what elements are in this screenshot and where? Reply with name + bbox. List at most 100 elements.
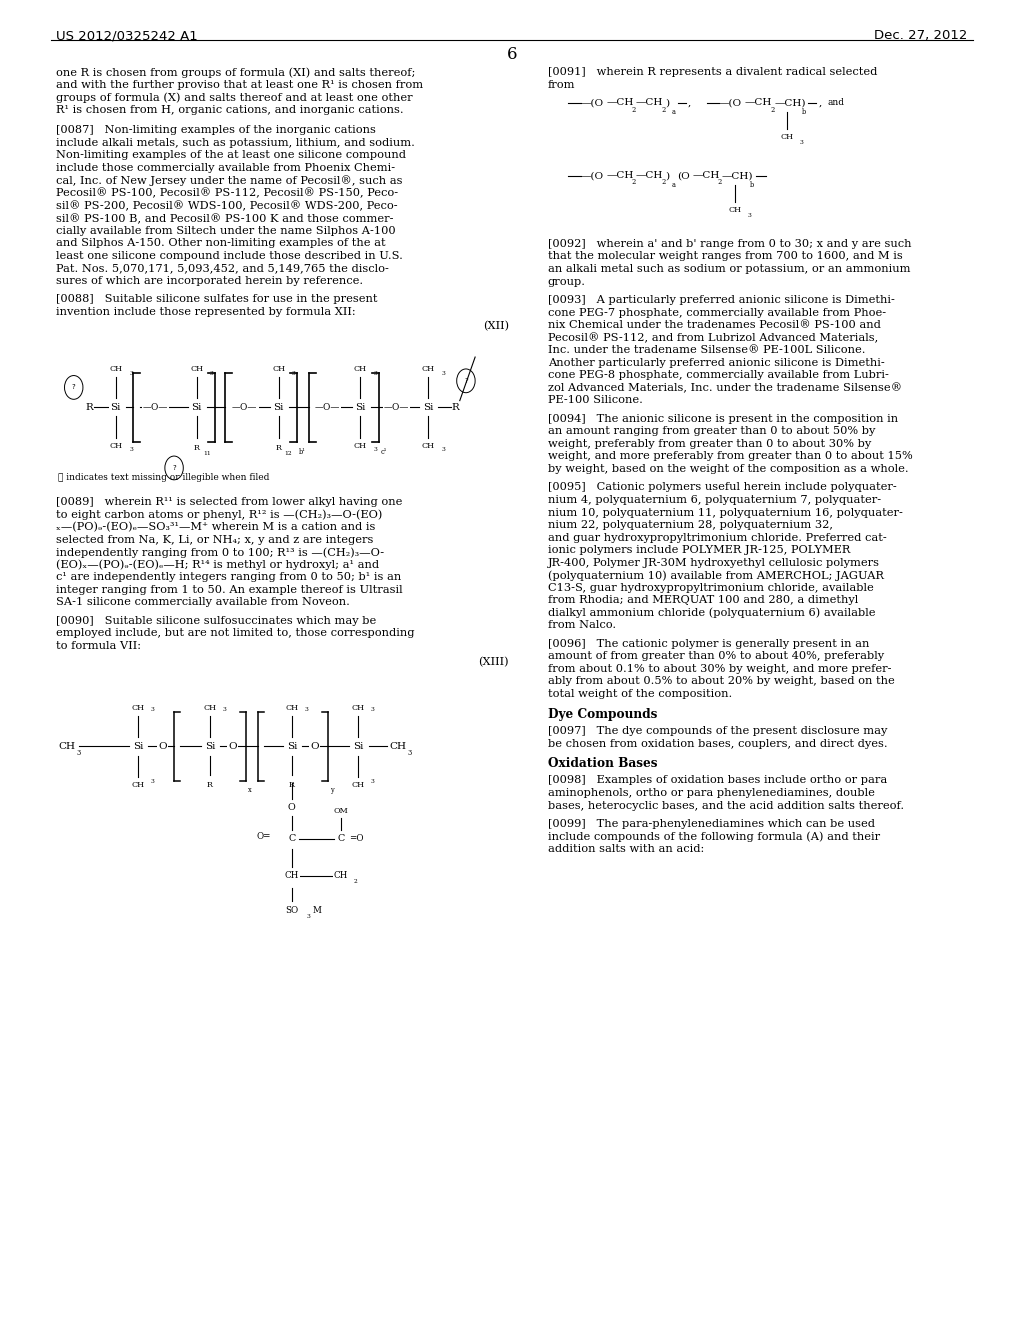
Text: —O—: —O— xyxy=(232,403,257,412)
Text: ionic polymers include POLYMER JR-125, POLYMER: ionic polymers include POLYMER JR-125, P… xyxy=(548,545,850,556)
Text: CH: CH xyxy=(422,441,434,450)
Text: 3: 3 xyxy=(210,371,214,375)
Text: Oxidation Bases: Oxidation Bases xyxy=(548,756,657,770)
Text: 3: 3 xyxy=(374,371,378,375)
Text: 3: 3 xyxy=(304,708,308,711)
Text: cone PEG-8 phosphate, commercially available from Lubri-: cone PEG-8 phosphate, commercially avail… xyxy=(548,370,889,380)
Text: 2: 2 xyxy=(353,879,357,883)
Text: Si: Si xyxy=(205,742,215,751)
Text: [0087]   Non-limiting examples of the inorganic cations: [0087] Non-limiting examples of the inor… xyxy=(56,125,376,136)
Text: [0090]   Suitable silicone sulfosuccinates which may be: [0090] Suitable silicone sulfosuccinates… xyxy=(56,615,377,626)
Text: nium 4, polyquaternium 6, polyquaternium 7, polyquater-: nium 4, polyquaternium 6, polyquaternium… xyxy=(548,495,881,506)
Text: —(O: —(O xyxy=(719,99,742,107)
Text: 12: 12 xyxy=(285,450,292,455)
Text: C: C xyxy=(337,834,345,843)
Text: [0089]   wherein R¹¹ is selected from lower alkyl having one: [0089] wherein R¹¹ is selected from lowe… xyxy=(56,496,402,507)
Text: to eight carbon atoms or phenyl, R¹² is —(CH₂)₃—O-(EO): to eight carbon atoms or phenyl, R¹² is … xyxy=(56,510,383,520)
Text: groups of formula (X) and salts thereof and at least one other: groups of formula (X) and salts thereof … xyxy=(56,92,413,103)
Text: Pat. Nos. 5,070,171, 5,093,452, and 5,149,765 the disclo-: Pat. Nos. 5,070,171, 5,093,452, and 5,14… xyxy=(56,263,389,273)
Text: CH: CH xyxy=(272,364,285,372)
Text: C: C xyxy=(288,834,296,843)
Text: b: b xyxy=(802,108,806,116)
Text: =O: =O xyxy=(349,834,364,843)
Text: CH: CH xyxy=(352,780,365,789)
Text: [0094]   The anionic silicone is present in the composition in: [0094] The anionic silicone is present i… xyxy=(548,413,898,424)
Text: —O—: —O— xyxy=(384,403,409,412)
Text: CH: CH xyxy=(110,364,122,372)
Text: [0097]   The dye compounds of the present disclosure may: [0097] The dye compounds of the present … xyxy=(548,726,887,737)
Text: 2: 2 xyxy=(718,178,722,186)
Text: (polyquaternium 10) available from AMERCHOL; JAGUAR: (polyquaternium 10) available from AMERC… xyxy=(548,570,884,581)
Text: [0095]   Cationic polymers useful herein include polyquater-: [0095] Cationic polymers useful herein i… xyxy=(548,482,897,492)
Text: Si: Si xyxy=(355,403,366,412)
Text: —(O: —(O xyxy=(581,172,604,180)
Text: 2: 2 xyxy=(770,106,774,114)
Text: and: and xyxy=(827,99,845,107)
Text: [0099]   The para-phenylenediamines which can be used: [0099] The para-phenylenediamines which … xyxy=(548,818,874,829)
Text: Inc. under the tradename Silsense® PE-100L Silicone.: Inc. under the tradename Silsense® PE-10… xyxy=(548,345,865,355)
Text: [0098]   Examples of oxidation bases include ortho or para: [0098] Examples of oxidation bases inclu… xyxy=(548,775,887,785)
Text: 2: 2 xyxy=(662,178,666,186)
Text: ): ) xyxy=(666,172,670,180)
Text: group.: group. xyxy=(548,277,586,286)
Text: x: x xyxy=(248,785,252,795)
Text: include those commercially available from Phoenix Chemi-: include those commercially available fro… xyxy=(56,162,395,173)
Text: O: O xyxy=(310,742,318,751)
Text: ?: ? xyxy=(72,384,76,391)
Text: dialkyl ammonium chloride (polyquaternium 6) available: dialkyl ammonium chloride (polyquaterniu… xyxy=(548,607,876,619)
Text: Si: Si xyxy=(111,403,121,412)
Text: 3: 3 xyxy=(408,748,412,758)
Text: selected from Na, K, Li, or NH₄; x, y and z are integers: selected from Na, K, Li, or NH₄; x, y an… xyxy=(56,535,374,545)
Text: b: b xyxy=(750,181,754,189)
Text: CH: CH xyxy=(389,742,407,751)
Text: an amount ranging from greater than 0 to about 50% by: an amount ranging from greater than 0 to… xyxy=(548,426,876,437)
Text: O: O xyxy=(159,742,167,751)
Text: an alkali metal such as sodium or potassium, or an ammonium: an alkali metal such as sodium or potass… xyxy=(548,264,910,275)
Text: JR-400, Polymer JR-30M hydroxyethyl cellulosic polymers: JR-400, Polymer JR-30M hydroxyethyl cell… xyxy=(548,557,880,568)
Text: total weight of the composition.: total weight of the composition. xyxy=(548,689,732,700)
Text: 3: 3 xyxy=(77,748,81,758)
Text: 11: 11 xyxy=(203,450,211,455)
Text: 3: 3 xyxy=(371,708,375,711)
Text: R: R xyxy=(275,444,282,453)
Text: Dye Compounds: Dye Compounds xyxy=(548,708,657,721)
Text: R: R xyxy=(289,780,295,789)
Text: 3: 3 xyxy=(441,446,445,451)
Text: [0088]   Suitable silicone sulfates for use in the present: [0088] Suitable silicone sulfates for us… xyxy=(56,294,378,305)
Text: employed include, but are not limited to, those corresponding: employed include, but are not limited to… xyxy=(56,628,415,639)
Text: and guar hydroxypropyltrimonium chloride. Preferred cat-: and guar hydroxypropyltrimonium chloride… xyxy=(548,532,887,543)
Text: CH: CH xyxy=(354,441,367,450)
Text: —CH): —CH) xyxy=(774,99,806,107)
Text: 6: 6 xyxy=(507,46,517,63)
Text: addition salts with an acid:: addition salts with an acid: xyxy=(548,843,705,854)
Text: SO: SO xyxy=(286,906,298,915)
Text: CH: CH xyxy=(352,704,365,711)
Text: O=: O= xyxy=(257,832,271,841)
Text: OM: OM xyxy=(334,807,348,814)
Text: from: from xyxy=(548,79,575,90)
Text: from about 0.1% to about 30% by weight, and more prefer-: from about 0.1% to about 30% by weight, … xyxy=(548,664,891,675)
Text: cal, Inc. of New Jersey under the name of Pecosil®, such as: cal, Inc. of New Jersey under the name o… xyxy=(56,176,402,186)
Text: —CH): —CH) xyxy=(722,172,754,180)
Text: Si: Si xyxy=(191,403,202,412)
Text: CH: CH xyxy=(132,704,144,711)
Text: 3: 3 xyxy=(800,140,804,145)
Text: Dec. 27, 2012: Dec. 27, 2012 xyxy=(874,29,968,42)
Text: integer ranging from 1 to 50. An example thereof is Ultrasil: integer ranging from 1 to 50. An example… xyxy=(56,585,403,595)
Text: (O: (O xyxy=(677,172,689,180)
Text: to formula VII:: to formula VII: xyxy=(56,640,141,651)
Text: a: a xyxy=(672,108,676,116)
Text: 3: 3 xyxy=(748,213,752,218)
Text: R: R xyxy=(452,403,460,412)
Text: —CH: —CH xyxy=(636,99,664,107)
Text: cone PEG-7 phosphate, commercially available from Phoe-: cone PEG-7 phosphate, commercially avail… xyxy=(548,308,886,318)
Text: ₓ—(PO)ₔ-(EO)ₑ—SO₃³¹—M⁺ wherein M is a cation and is: ₓ—(PO)ₔ-(EO)ₑ—SO₃³¹—M⁺ wherein M is a ca… xyxy=(56,521,376,532)
Text: Si: Si xyxy=(287,742,297,751)
Text: include alkali metals, such as potassium, lithium, and sodium.: include alkali metals, such as potassium… xyxy=(56,137,415,148)
Text: and Silphos A-150. Other non-limiting examples of the at: and Silphos A-150. Other non-limiting ex… xyxy=(56,238,386,248)
Text: R: R xyxy=(194,444,200,453)
Text: 3: 3 xyxy=(306,915,310,919)
Text: by weight, based on the weight of the composition as a whole.: by weight, based on the weight of the co… xyxy=(548,463,908,474)
Text: aminophenols, ortho or para phenylenediamines, double: aminophenols, ortho or para phenylenedia… xyxy=(548,788,874,799)
Text: be chosen from oxidation bases, couplers, and direct dyes.: be chosen from oxidation bases, couplers… xyxy=(548,738,888,748)
